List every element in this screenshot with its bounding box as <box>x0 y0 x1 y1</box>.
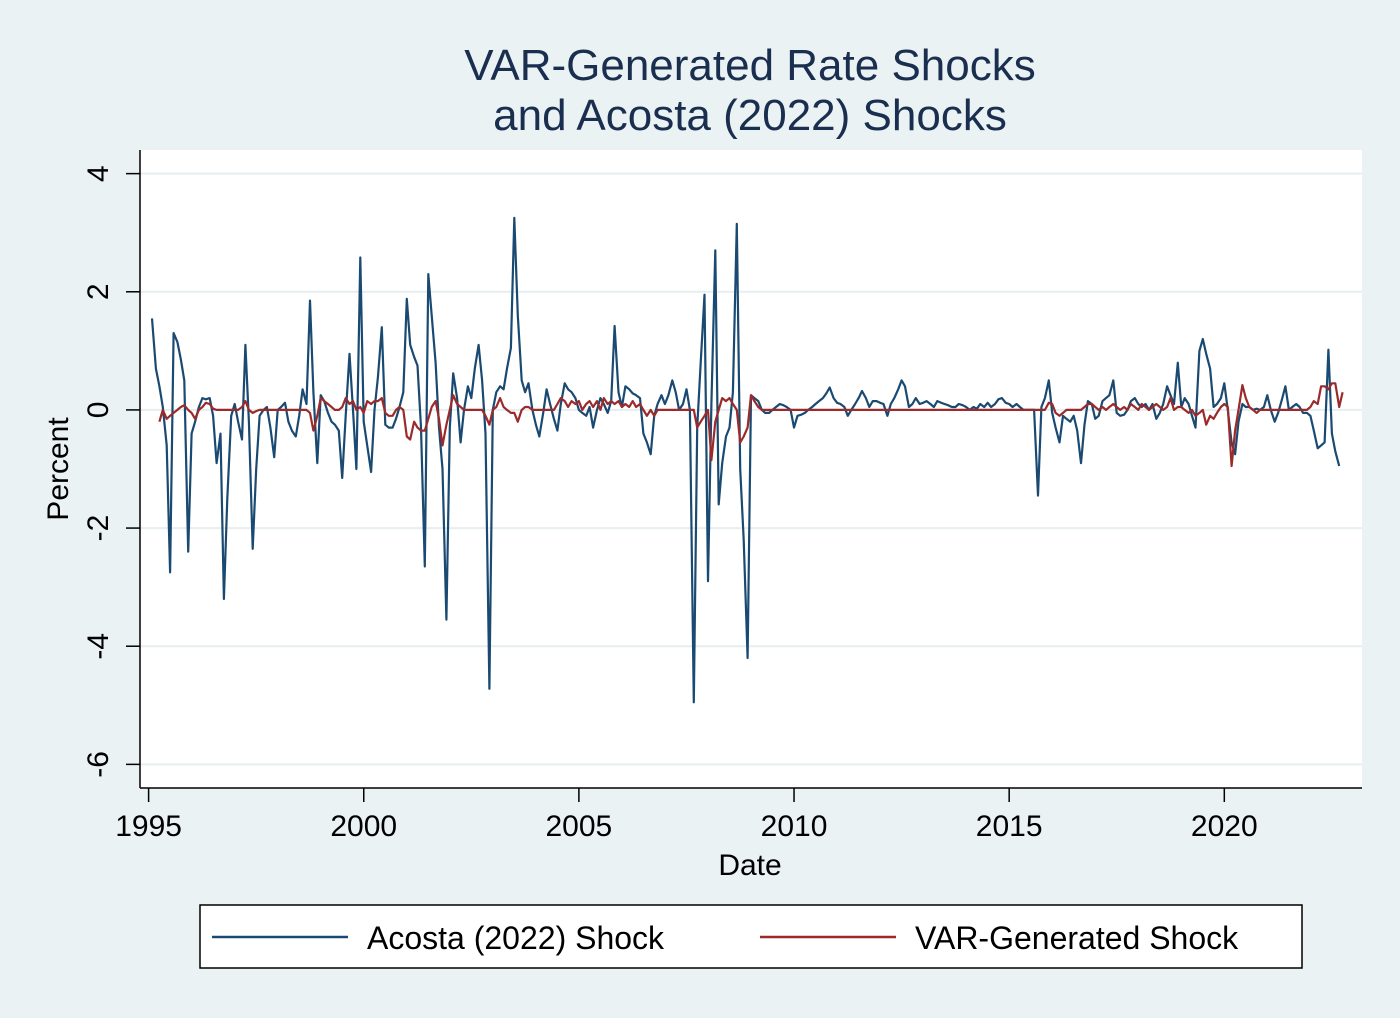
y-tick-label: 4 <box>82 165 115 182</box>
legend-box <box>199 904 1303 969</box>
x-tick-label: 2010 <box>761 810 828 843</box>
y-axis-label: Percent <box>42 417 75 521</box>
x-axis-label: Date <box>718 849 781 882</box>
x-tick-label: 1995 <box>115 810 182 843</box>
series-line-var <box>158 382 1344 468</box>
y-tick-label: 0 <box>82 402 115 419</box>
axes <box>139 150 1362 789</box>
chart-title-line-2: and Acosta (2022) Shocks <box>493 91 1007 140</box>
y-tick-label: -4 <box>82 633 115 660</box>
x-axis-ticks: 1995 2000 2005 2010 2015 2020 <box>115 788 1258 843</box>
y-tick-label: -6 <box>82 751 115 778</box>
x-tick-label: 2000 <box>330 810 397 843</box>
x-tick-label: 2005 <box>546 810 613 843</box>
y-axis-ticks: 4 2 0 -2 -4 -6 <box>82 165 140 778</box>
chart-title: VAR-Generated Rate Shocks and Acosta (20… <box>464 41 1035 140</box>
y-tick-label: 2 <box>82 283 115 300</box>
legend-label-var: VAR-Generated Shock <box>915 920 1239 956</box>
legend: Acosta (2022) Shock VAR-Generated Shock <box>199 904 1303 969</box>
series-lines <box>150 216 1344 704</box>
x-tick-label: 2020 <box>1191 810 1258 843</box>
x-tick-label: 2015 <box>976 810 1043 843</box>
y-tick-label: -2 <box>82 515 115 542</box>
chart-title-line-1: VAR-Generated Rate Shocks <box>464 41 1035 90</box>
legend-label-acosta: Acosta (2022) Shock <box>367 920 665 956</box>
